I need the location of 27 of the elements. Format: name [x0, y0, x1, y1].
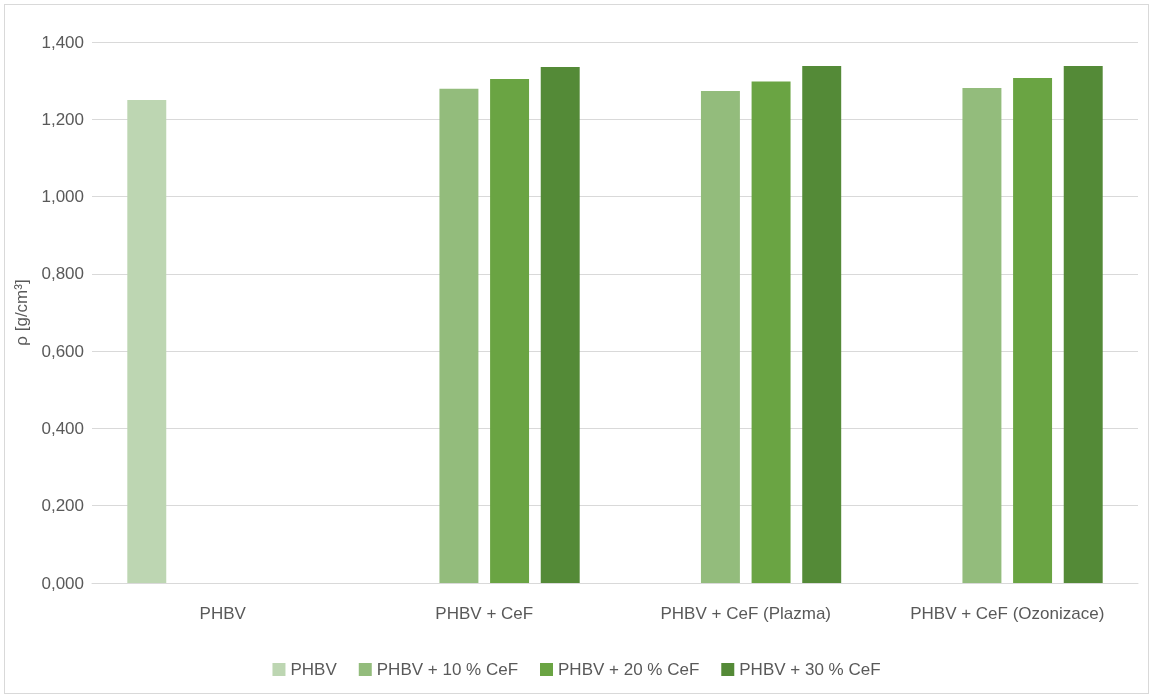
bar — [540, 67, 580, 583]
y-tick-label: 1,000 — [41, 187, 84, 207]
bar — [127, 99, 167, 583]
x-tick-label: PHBV + CeF (Plazma) — [660, 604, 832, 623]
bar — [439, 88, 479, 583]
legend-label: PHBV + 10 % CeF — [376, 660, 519, 679]
x-tick-label: PHBV + CeF — [435, 604, 534, 623]
legend-label: PHBV + 20 % CeF — [558, 660, 700, 679]
bar — [751, 81, 791, 583]
y-tick-label: 0,200 — [41, 496, 84, 516]
y-tick-label: 0,000 — [41, 573, 84, 593]
bar — [802, 65, 842, 583]
bar — [962, 87, 1002, 583]
bar — [700, 91, 740, 583]
bar — [1063, 65, 1103, 583]
bar — [1013, 77, 1053, 583]
legend-label: PHBV + 30 % CeF — [739, 660, 881, 679]
legend-label: PHBV — [290, 660, 338, 679]
y-axis-title: ρ [g/cm³] — [12, 279, 31, 346]
y-tick-label: 1,400 — [41, 32, 84, 52]
bar — [490, 79, 530, 583]
y-tick-label: 0,800 — [41, 264, 84, 284]
y-tick-label: 1,200 — [41, 109, 84, 129]
x-tick-label: PHBV + CeF (Ozonizace) — [910, 604, 1105, 623]
y-tick-label: 0,400 — [41, 418, 84, 438]
y-tick-label: 0,600 — [41, 341, 84, 361]
x-tick-label: PHBV — [199, 604, 247, 623]
